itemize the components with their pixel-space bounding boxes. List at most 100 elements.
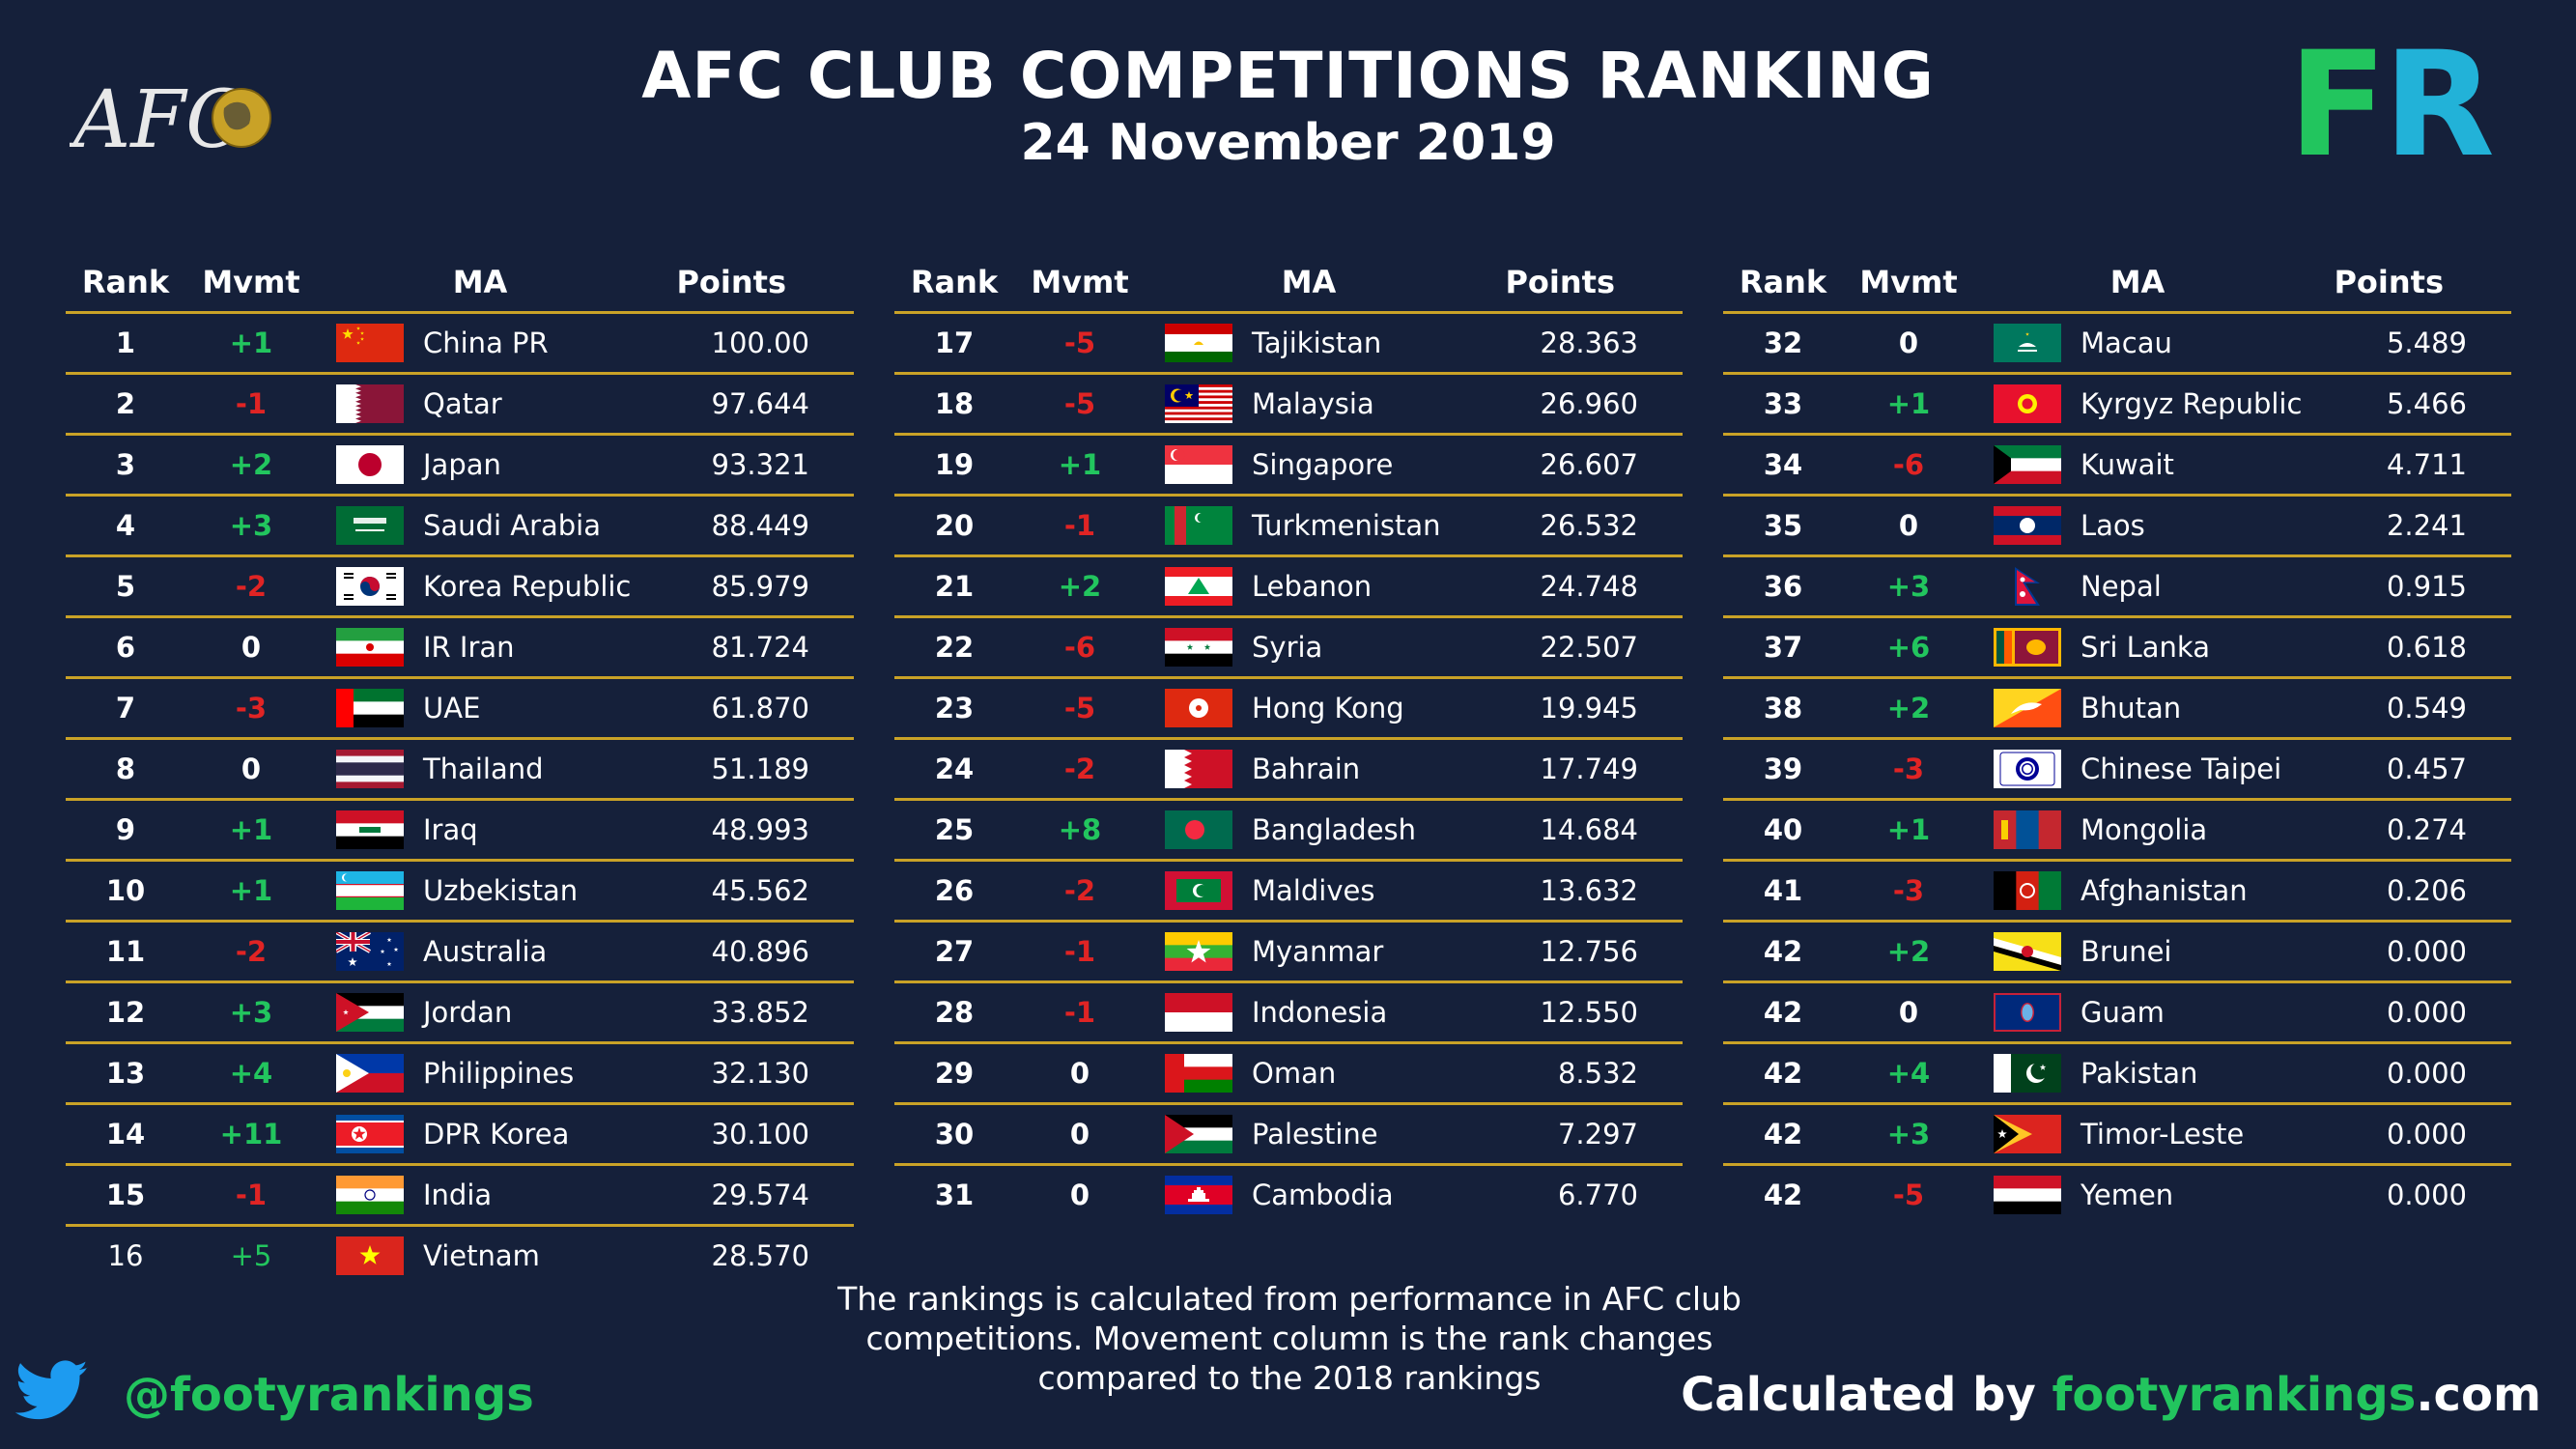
- points-cell: 22.507: [1540, 631, 1638, 664]
- points-cell: 6.770: [1557, 1179, 1638, 1211]
- points-cell: 88.449: [711, 509, 809, 542]
- flag-lb-icon: [1165, 567, 1232, 606]
- movement-cell: +4: [229, 1057, 273, 1090]
- movement-cell: +6: [1886, 631, 1931, 664]
- member-association-cell: Saudi Arabia: [423, 509, 602, 542]
- movement-cell: 0: [1898, 996, 1919, 1029]
- col-header-ma: MA: [2109, 264, 2166, 300]
- member-association-cell: Palestine: [1252, 1118, 1378, 1151]
- member-association-cell: Yemen: [2081, 1179, 2174, 1211]
- member-association-cell: Kuwait: [2081, 448, 2174, 481]
- points-cell: 14.684: [1540, 813, 1638, 846]
- member-association-cell: Mongolia: [2081, 813, 2208, 846]
- points-cell: 0.549: [2386, 692, 2467, 724]
- movement-cell: -2: [235, 935, 268, 968]
- rank-cell: 14: [105, 1118, 146, 1151]
- points-cell: 12.550: [1540, 996, 1638, 1029]
- movement-cell: +3: [229, 509, 273, 542]
- twitter-handle[interactable]: @footyrankings: [124, 1368, 534, 1422]
- table-row: 42 +2 Brunei 0.000: [1723, 923, 2511, 983]
- flag-kr-icon: [336, 567, 404, 606]
- flag-id-icon: [1165, 993, 1232, 1032]
- col-header-rank: Rank: [1739, 264, 1827, 300]
- member-association-cell: Cambodia: [1252, 1179, 1394, 1211]
- rank-cell: 42: [1763, 1179, 1803, 1211]
- flag-sa-icon: [336, 506, 404, 545]
- table-row: 41 -3 Afghanistan 0.206: [1723, 862, 2511, 923]
- rank-cell: 23: [934, 692, 975, 724]
- points-cell: 97.644: [711, 387, 809, 420]
- table-row: 42 -5 Yemen 0.000: [1723, 1166, 2511, 1224]
- points-cell: 0.206: [2386, 874, 2467, 907]
- table-row: 28 -1 Indonesia 12.550: [894, 983, 1683, 1044]
- table-row: 33 +1 Kyrgyz Republic 5.466: [1723, 375, 2511, 436]
- member-association-cell: Chinese Taipei: [2081, 753, 2282, 785]
- points-cell: 29.574: [711, 1179, 809, 1211]
- table-row: 1 +1 China PR 100.00: [66, 314, 854, 375]
- table-row: 24 -2 Bahrain 17.749: [894, 740, 1683, 801]
- flag-ye-icon: [1994, 1176, 2061, 1214]
- points-cell: 4.711: [2386, 448, 2467, 481]
- member-association-cell: Oman: [1252, 1057, 1337, 1090]
- page-subtitle: 24 November 2019: [1020, 114, 1556, 172]
- flag-pk-icon: [1994, 1054, 2061, 1093]
- rank-cell: 13: [105, 1057, 146, 1090]
- rank-cell: 11: [105, 935, 146, 968]
- member-association-cell: Brunei: [2081, 935, 2172, 968]
- table-row: 42 +4 Pakistan 0.000: [1723, 1044, 2511, 1105]
- table-row: 7 -3 UAE 61.870: [66, 679, 854, 740]
- member-association-cell: DPR Korea: [423, 1118, 570, 1151]
- flag-mn-icon: [1994, 810, 2061, 849]
- rank-cell: 5: [115, 570, 136, 603]
- flag-ir-icon: [336, 628, 404, 667]
- movement-cell: +2: [1058, 570, 1102, 603]
- table-row: 38 +2 Bhutan 0.549: [1723, 679, 2511, 740]
- flag-ps-icon: [1165, 1115, 1232, 1153]
- member-association-cell: Myanmar: [1252, 935, 1384, 968]
- movement-cell: -1: [1063, 996, 1096, 1029]
- movement-cell: +2: [1886, 935, 1931, 968]
- member-association-cell: India: [423, 1179, 493, 1211]
- flag-sg-icon: [1165, 445, 1232, 484]
- flag-af-icon: [1994, 871, 2061, 910]
- rank-cell: 2: [115, 387, 136, 420]
- flag-vn-icon: [336, 1236, 404, 1275]
- col-header-points: Points: [676, 264, 786, 300]
- movement-cell: -3: [1892, 753, 1925, 785]
- table-row: 22 -6 Syria 22.507: [894, 618, 1683, 679]
- member-association-cell: Guam: [2081, 996, 2165, 1029]
- points-cell: 0.000: [2386, 1179, 2467, 1211]
- member-association-cell: Sri Lanka: [2081, 631, 2210, 664]
- rank-cell: 40: [1763, 813, 1803, 846]
- twitter-bird-icon[interactable]: [15, 1360, 89, 1422]
- points-cell: 40.896: [711, 935, 809, 968]
- rank-cell: 18: [934, 387, 975, 420]
- member-association-cell: Thailand: [423, 753, 544, 785]
- movement-cell: 0: [1069, 1118, 1090, 1151]
- rank-cell: 41: [1763, 874, 1803, 907]
- member-association-cell: UAE: [423, 692, 481, 724]
- member-association-cell: Singapore: [1252, 448, 1394, 481]
- movement-cell: +1: [229, 813, 273, 846]
- rank-cell: 42: [1763, 996, 1803, 1029]
- flag-sy-icon: [1165, 628, 1232, 667]
- points-cell: 7.297: [1557, 1118, 1638, 1151]
- movement-cell: -1: [1063, 509, 1096, 542]
- col-header-points: Points: [1505, 264, 1615, 300]
- rank-cell: 38: [1763, 692, 1803, 724]
- movement-cell: -1: [1063, 935, 1096, 968]
- points-cell: 61.870: [711, 692, 809, 724]
- points-cell: 0.915: [2386, 570, 2467, 603]
- points-cell: 5.489: [2386, 327, 2467, 359]
- table-row: 17 -5 Tajikistan 28.363: [894, 314, 1683, 375]
- movement-cell: 0: [241, 631, 262, 664]
- flag-qa-icon: [336, 384, 404, 423]
- member-association-cell: Bhutan: [2081, 692, 2182, 724]
- rank-cell: 22: [934, 631, 975, 664]
- points-cell: 13.632: [1540, 874, 1638, 907]
- table-row: 13 +4 Philippines 32.130: [66, 1044, 854, 1105]
- rank-cell: 42: [1763, 1057, 1803, 1090]
- movement-cell: -1: [235, 387, 268, 420]
- col-header-rank: Rank: [910, 264, 999, 300]
- movement-cell: +3: [1886, 570, 1931, 603]
